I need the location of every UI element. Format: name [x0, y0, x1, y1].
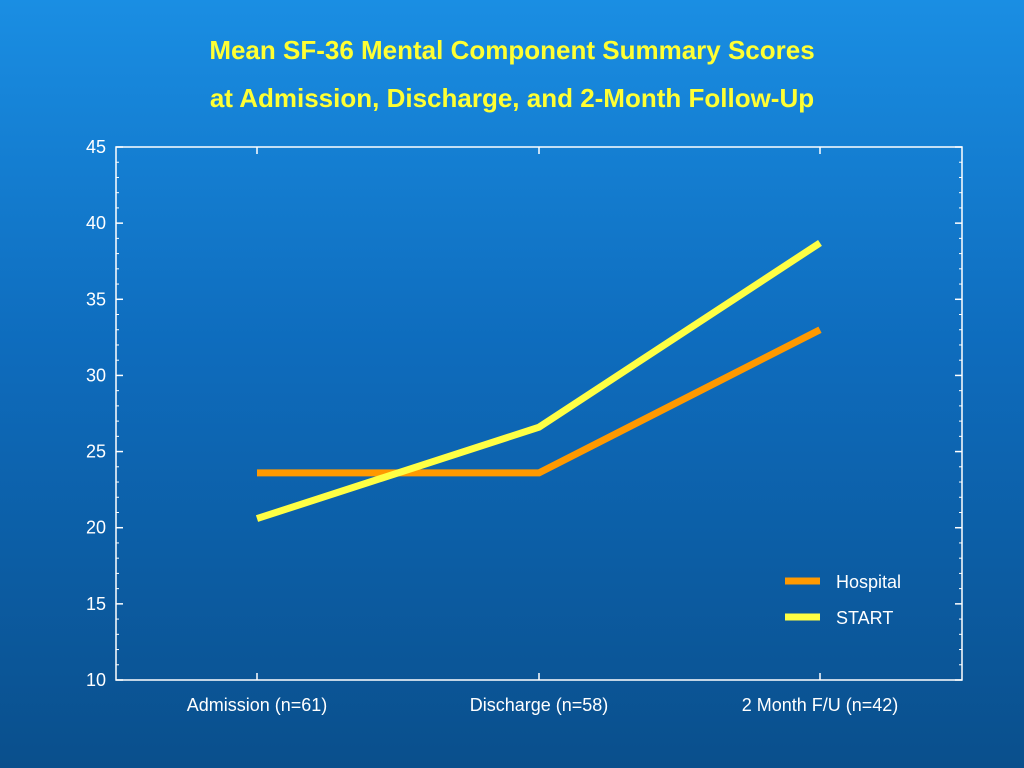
- chart-axes: 10 15 20 25 30 35 40 45 Admission (n=61) Discharg…: [86, 137, 963, 715]
- x-tick-label: 2 Month F/U (n=42): [742, 695, 899, 715]
- chart-title-line-1: Mean SF-36 Mental Component Summary Scor…: [209, 35, 815, 65]
- y-tick-label: 30: [86, 365, 106, 385]
- plot-frame: [115, 146, 963, 681]
- x-tick-label: Discharge (n=58): [470, 695, 609, 715]
- chart-legend: Hospital START: [785, 572, 901, 628]
- y-tick-label: 35: [86, 289, 106, 309]
- x-tick-label: Admission (n=61): [187, 695, 328, 715]
- y-tick-label: 25: [86, 442, 106, 462]
- series-line-hospital: [257, 326, 822, 477]
- y-tick-label: 20: [86, 518, 106, 538]
- series-line-start: [255, 239, 822, 522]
- chart-title-line-2: at Admission, Discharge, and 2-Month Fol…: [209, 83, 815, 113]
- legend-label-start: START: [836, 608, 893, 628]
- y-tick-label: 10: [86, 670, 106, 690]
- chart-series: [255, 239, 822, 522]
- y-tick-label: 15: [86, 594, 106, 614]
- y-tick-label: 45: [86, 137, 106, 157]
- legend-label-hospital: Hospital: [836, 572, 901, 592]
- y-tick-label: 40: [86, 213, 106, 233]
